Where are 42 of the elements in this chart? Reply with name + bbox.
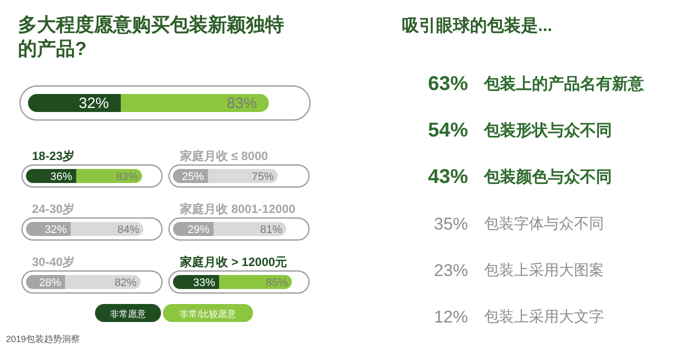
total-label: 82% <box>114 277 137 289</box>
total-label: 83% <box>226 95 257 112</box>
total-label: 75% <box>252 171 274 183</box>
text: 2019包装趋势洞察 <box>6 334 80 344</box>
y-tick-label: 30-40岁 <box>32 255 75 269</box>
bar <box>65 275 141 289</box>
text: 非常愿意 <box>110 309 146 319</box>
text: 吸引眼球的包装是... <box>402 15 554 37</box>
data-label: 33% <box>193 277 216 289</box>
data-label: 32% <box>44 224 67 236</box>
total-label: 83% <box>116 171 138 183</box>
text: 54% <box>428 120 468 142</box>
category-label: 包装上采用大图案 <box>484 262 604 279</box>
category-label: 包装颜色与众不同 <box>483 168 612 186</box>
bar <box>70 222 144 236</box>
text: 43% <box>428 166 468 188</box>
text: 非常/比较愿意 <box>180 309 236 319</box>
text: 12% <box>434 308 468 326</box>
bar <box>208 169 278 183</box>
data-label: 28% <box>39 277 62 289</box>
category-label: 包装上采用大文字 <box>484 308 604 326</box>
y-tick-label: 家庭月收 > 12000元 <box>179 255 288 269</box>
category-label: 包装字体与众不同 <box>484 216 604 232</box>
y-tick-label: 家庭月收 ≤ 8000 <box>179 149 268 163</box>
data-label: 32% <box>78 95 109 112</box>
total-label: 84% <box>117 224 140 236</box>
chart-title: 多大程度愿意购买包装新颖独特的产品? <box>18 14 285 62</box>
text: 35% <box>434 214 468 234</box>
bar <box>214 222 286 236</box>
y-tick-label: 家庭月收 8001-12000 <box>179 202 296 216</box>
y-tick-label: 18-23岁 <box>32 149 75 163</box>
category-label: 包装上的产品名有新意 <box>483 75 645 93</box>
text: 23% <box>434 261 468 280</box>
bar <box>219 275 292 289</box>
text: 63% <box>428 73 468 95</box>
total-label: 85% <box>266 277 288 289</box>
data-label: 29% <box>188 224 210 236</box>
data-label: 25% <box>182 171 204 183</box>
y-tick-label: 24-30岁 <box>32 202 75 216</box>
data-label: 36% <box>50 171 73 183</box>
total-label: 81% <box>260 224 282 236</box>
category-label: 包装形状与众不同 <box>483 122 612 140</box>
